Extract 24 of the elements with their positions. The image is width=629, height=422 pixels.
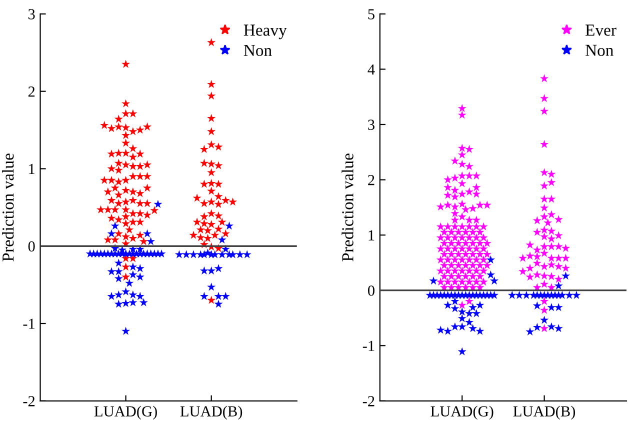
x-tick-label: LUAD(G) (94, 406, 157, 420)
y-tick-label: 1 (368, 230, 374, 240)
y-tick-label: 0 (368, 285, 374, 296)
y-tick-label: 2 (28, 86, 35, 97)
y-tick-label: 1 (29, 164, 34, 174)
y-tick-label: -2 (362, 396, 374, 406)
legend-label: Heavy (244, 24, 287, 40)
y-tick-label: 2 (368, 174, 374, 186)
y-tick-label: 3 (28, 9, 35, 20)
x-tick-label: LUAD(B) (180, 406, 242, 420)
legend-label: Non (244, 44, 272, 56)
y-tick-label: -1 (23, 318, 34, 329)
y-tick-label: 3 (368, 120, 374, 130)
x-tick-label: LUAD(G) (430, 406, 494, 420)
x-tick-label: LUAD(B) (513, 406, 576, 420)
y-tick-label: 4 (368, 64, 375, 75)
legend-label: Non (586, 44, 614, 56)
y-axis-title: Prediction value (2, 154, 14, 262)
y-tick-label: -1 (362, 340, 374, 351)
y-tick-label: -2 (23, 396, 35, 406)
y-tick-label: 5 (368, 9, 374, 20)
y-tick-label: 0 (28, 241, 35, 252)
legend-label: Ever (586, 24, 616, 36)
y-axis-title: Prediction value (342, 154, 354, 262)
